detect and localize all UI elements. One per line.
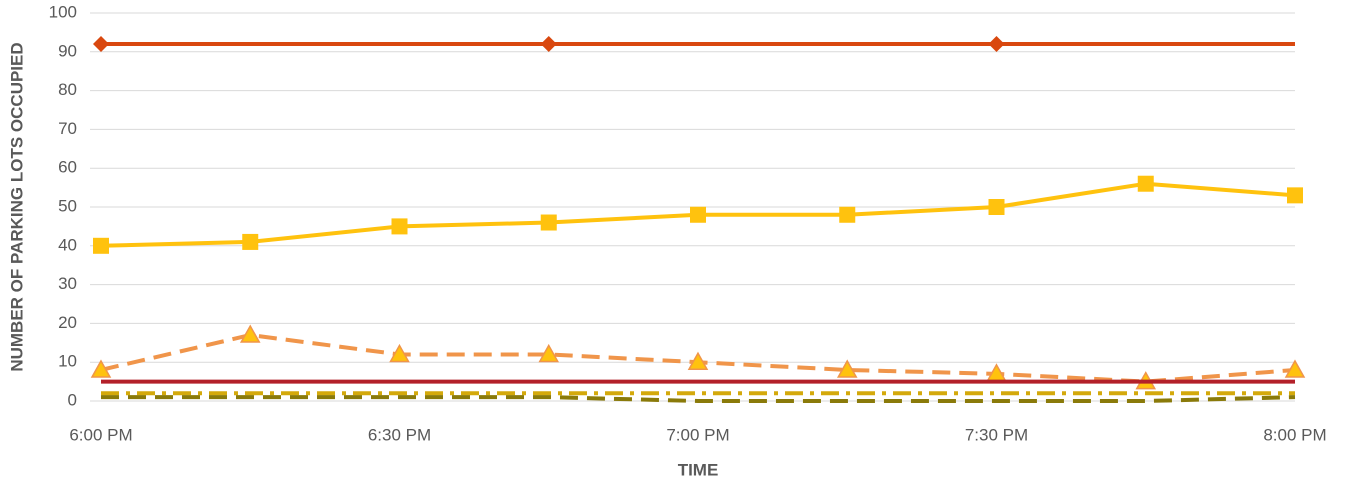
y-tick-label: 60 [58,158,77,177]
marker [540,36,557,53]
y-tick-label: 50 [58,196,77,215]
y-tick-label: 30 [58,274,77,293]
series-line [101,395,1296,403]
y-tick-label: 0 [68,390,77,409]
marker [93,237,109,254]
marker [988,36,1005,53]
y-tick-label: 40 [58,235,77,254]
marker [1287,187,1303,204]
marker [839,206,856,223]
marker [391,218,408,235]
y-tick-label: 70 [58,119,77,138]
y-axis-label: NUMBER OF PARKING LOTS OCCUPIED [7,42,26,371]
marker [1137,175,1154,192]
marker [687,351,709,370]
marker [242,233,259,250]
y-tick-label: 10 [58,352,77,371]
y-tick-label: 100 [49,2,77,21]
marker [836,359,858,378]
y-tick-label: 20 [58,313,77,332]
marker [690,206,706,223]
marker [239,324,261,343]
marker [389,343,410,363]
marker [90,359,112,378]
x-axis-label: TIME [678,460,719,479]
marker [988,199,1005,215]
x-tick-label: 7:00 PM [666,425,729,444]
x-tick-label: 8:00 PM [1263,425,1326,444]
marker [1284,359,1306,378]
x-tick-label: 7:30 PM [965,425,1028,444]
x-tick-label: 6:30 PM [368,425,431,444]
marker [538,343,560,363]
marker [540,214,557,231]
x-tick-label: 6:00 PM [69,425,132,444]
marker [93,36,109,53]
y-tick-label: 80 [58,80,77,99]
y-tick-label: 90 [58,41,77,60]
